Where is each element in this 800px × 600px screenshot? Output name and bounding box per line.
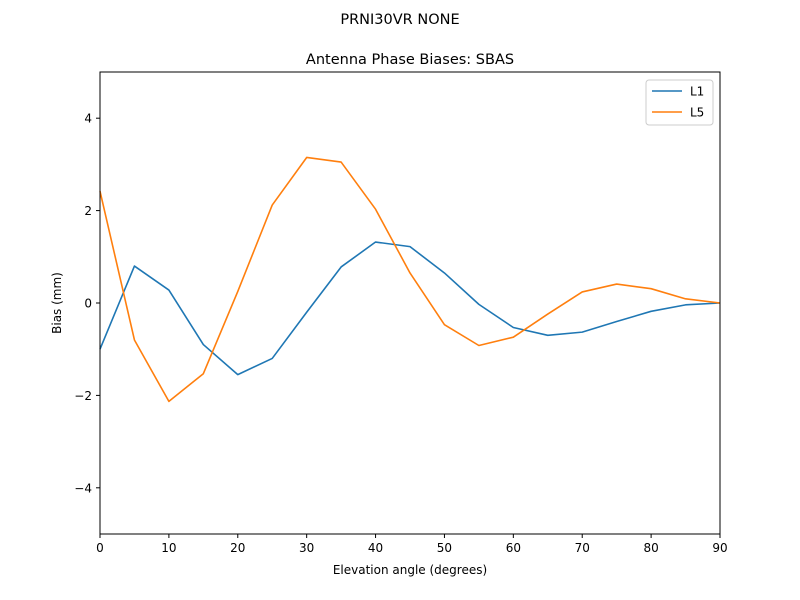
x-tick-label: 70 <box>575 541 590 555</box>
series-layer <box>99 156 721 403</box>
axes-frame <box>99 71 721 535</box>
y-tick-label: 2 <box>84 204 92 218</box>
y-tick-label: −2 <box>74 389 92 403</box>
x-tick-label: 0 <box>96 541 104 555</box>
legend-label-l1: L1 <box>690 85 704 99</box>
x-tick-label: 50 <box>437 541 452 555</box>
x-tick-label: 90 <box>712 541 727 555</box>
y-tick-label: −4 <box>74 481 92 495</box>
ticks-layer: 0 10 20 30 40 50 60 70 80 90 −4 −2 0 2 4 <box>74 112 727 555</box>
series-line-l5 <box>99 156 721 403</box>
y-tick-label: 0 <box>84 297 92 311</box>
y-tick-label: 4 <box>84 112 92 126</box>
x-axis-label: Elevation angle (degrees) <box>333 563 487 577</box>
plot-area: 0 10 20 30 40 50 60 70 80 90 −4 −2 0 2 4 <box>74 71 728 555</box>
x-tick-label: 80 <box>643 541 658 555</box>
x-tick-label: 40 <box>368 541 383 555</box>
series-line-l1 <box>99 241 721 376</box>
legend: L1 L5 <box>645 79 714 126</box>
figure-suptitle: PRNI30VR NONE <box>340 12 459 28</box>
x-tick-label: 20 <box>230 541 245 555</box>
chart-title: Antenna Phase Biases: SBAS <box>306 52 514 68</box>
x-tick-label: 10 <box>161 541 176 555</box>
x-tick-label: 60 <box>506 541 521 555</box>
x-tick-label: 30 <box>299 541 314 555</box>
legend-label-l5: L5 <box>690 106 704 120</box>
y-axis-label: Bias (mm) <box>50 272 64 334</box>
legend-entries: L1 L5 <box>652 85 704 120</box>
